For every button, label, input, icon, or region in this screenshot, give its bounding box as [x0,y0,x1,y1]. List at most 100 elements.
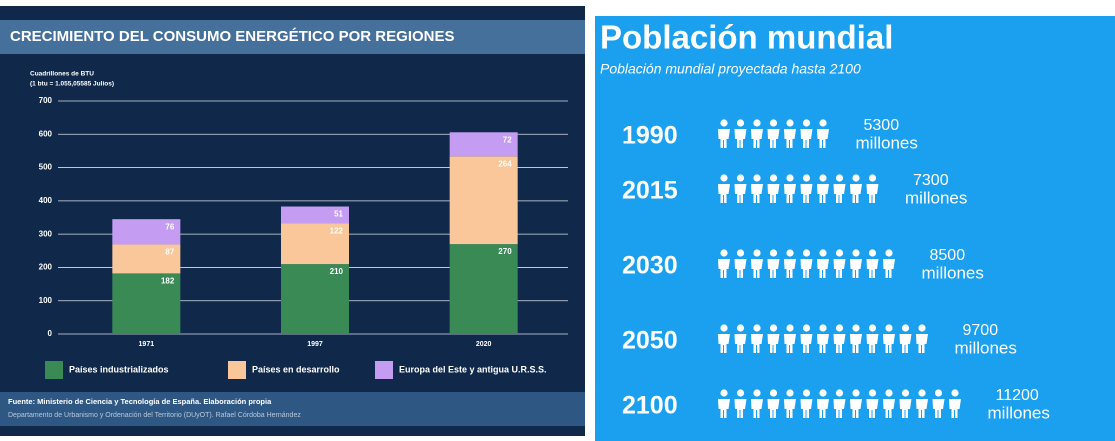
person-head [802,119,811,127]
person-body [734,334,747,353]
person-body [883,259,895,278]
source: Fuente: Ministerio de Ciencia y Tecnolog… [8,397,272,406]
person-body [767,129,780,148]
person-head [736,324,745,332]
person-head [868,249,877,257]
y-tick-label: 600 [39,129,53,138]
person-body [718,399,730,418]
person-head [802,389,811,397]
info-title: Población mundial [600,19,893,56]
value-label: 122 [330,227,344,236]
person-head [885,324,893,332]
person-head [868,324,877,332]
person-head [802,249,811,257]
bar-segment [281,223,349,265]
y-tick-label: 700 [39,96,53,105]
person-head [868,389,877,397]
source: Departamento de Urbanismo y Ordenación d… [8,412,301,419]
person-head [736,389,745,397]
bar-segment [449,132,518,157]
person-head [720,389,728,397]
person-head [720,249,728,257]
person-body [817,259,829,278]
person-row [718,324,928,353]
person-head [819,119,827,127]
value-label: 8500 [930,247,966,264]
person-body [866,334,879,353]
person-body [800,184,813,203]
person-body [751,259,763,278]
person-head [852,324,860,332]
person-head [901,389,910,397]
y-tick-label: 200 [39,263,53,272]
person-head [934,389,943,397]
value-unit: millones [856,133,918,152]
person-body [784,259,796,278]
legend-swatch [375,361,393,379]
person-body [949,399,961,418]
person-head [918,389,926,397]
person-body [833,259,846,278]
bar-segment [281,264,349,334]
person-row [718,249,895,278]
right-panel [595,16,1115,441]
person-head [835,249,844,257]
person-body [850,399,862,418]
person-body [734,399,747,418]
value-label: 76 [165,222,174,231]
y-label: Cuadrillones de BTU [30,71,94,78]
person-head [753,119,761,127]
person-body [866,184,879,203]
person-head [786,389,794,397]
person-head [802,174,811,182]
person-body [784,399,796,418]
person-body [718,129,730,148]
person-body [883,399,895,418]
person-head [819,324,827,332]
person-head [885,389,893,397]
person-body [734,129,747,148]
person-head [951,389,959,397]
person-body [718,334,730,353]
person-body [800,129,813,148]
person-body [800,334,813,353]
person-body [784,334,796,353]
person-body [850,184,862,203]
person-head [769,174,778,182]
value-label: 72 [503,135,512,144]
person-head [720,119,728,127]
person-head [753,389,761,397]
bar-segment [112,219,181,245]
chart-title: CRECIMIENTO DEL CONSUMO ENERGÉTICO POR R… [10,28,455,45]
person-body [751,399,763,418]
person-head [819,389,827,397]
person-head [868,174,877,182]
year-label: 1990 [622,122,678,150]
person-body [718,184,730,203]
person-body [817,129,829,148]
y-tick-label: 500 [39,163,53,172]
person-head [786,324,794,332]
person-body [833,334,846,353]
person-head [753,174,761,182]
value-label: 182 [161,277,175,286]
person-body [833,399,846,418]
value-label: 7300 [913,172,949,189]
person-head [720,174,728,182]
info-subtitle: Población mundial proyectada hasta 2100 [600,61,861,77]
y-tick-label: 400 [39,196,53,205]
person-body [767,184,780,203]
person-body [751,129,763,148]
year-label: 2030 [622,252,678,280]
person-body [899,334,912,353]
person-body [767,334,780,353]
person-body [784,129,796,148]
footer-band [0,392,585,426]
person-head [736,119,745,127]
value-label: 51 [334,210,343,219]
person-head [885,249,893,257]
person-body [734,259,747,278]
person-body [916,399,928,418]
x-tick-label: 1997 [307,341,323,348]
